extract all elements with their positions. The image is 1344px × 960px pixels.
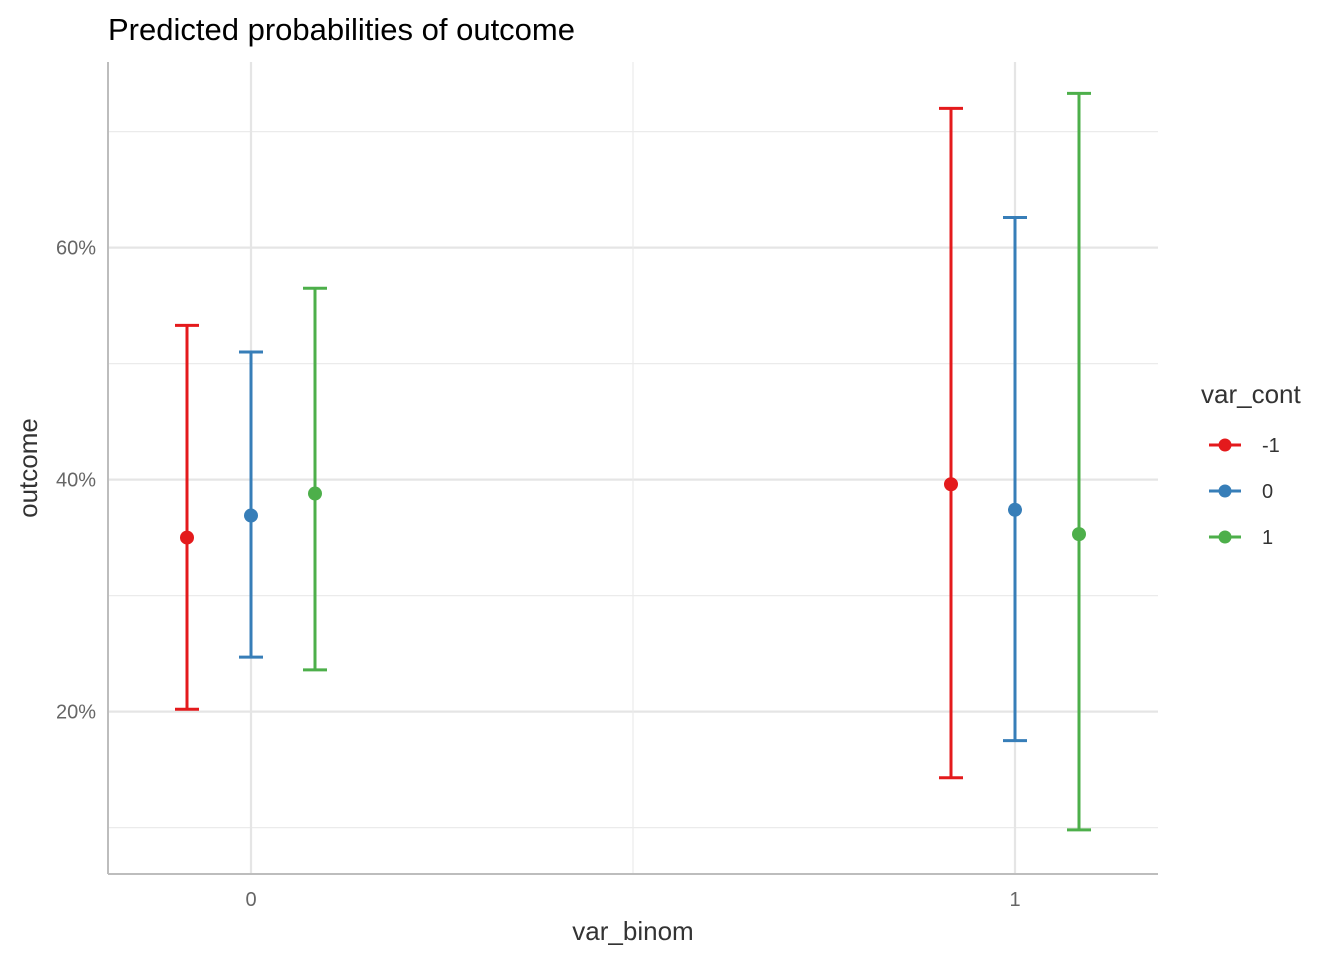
legend-key-point bbox=[1218, 438, 1232, 452]
legend-key-point bbox=[1218, 530, 1232, 544]
legend-label: 1 bbox=[1262, 527, 1273, 549]
legend-label: 0 bbox=[1262, 481, 1273, 503]
legend: var_cont -1 0 1 bbox=[1201, 379, 1301, 549]
y-tick-labels: 20% 40% 60% bbox=[56, 238, 96, 724]
chart-title: Predicted probabilities of outcome bbox=[108, 12, 575, 47]
data-point bbox=[944, 477, 958, 492]
y-tick-label: 60% bbox=[56, 238, 96, 260]
data-point bbox=[308, 486, 322, 501]
legend-title: var_cont bbox=[1201, 379, 1301, 409]
y-tick-label: 20% bbox=[56, 702, 96, 724]
grid bbox=[108, 62, 1158, 874]
x-tick-label: 1 bbox=[1009, 889, 1020, 911]
data-point bbox=[180, 530, 194, 545]
legend-label: -1 bbox=[1262, 435, 1280, 457]
axes bbox=[107, 62, 1158, 875]
error-bars bbox=[175, 91, 1091, 832]
x-tick-label: 0 bbox=[245, 889, 256, 911]
y-tick-label: 40% bbox=[56, 470, 96, 492]
legend-key-point bbox=[1218, 484, 1232, 498]
y-axis-title: outcome bbox=[13, 418, 43, 518]
data-point bbox=[1072, 527, 1086, 542]
data-point bbox=[244, 508, 258, 523]
x-axis-title: var_binom bbox=[572, 916, 693, 946]
data-point bbox=[1008, 502, 1022, 517]
